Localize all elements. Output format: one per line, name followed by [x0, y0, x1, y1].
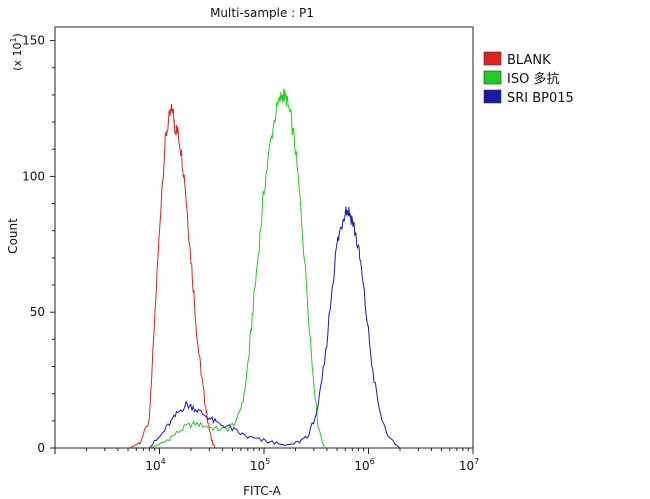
- y-axis-label-group: Count: [6, 218, 20, 254]
- legend-swatch: [483, 70, 502, 85]
- series-line-2: [149, 206, 401, 449]
- y-tick-label: 50: [30, 305, 45, 319]
- legend-swatch: [483, 51, 502, 66]
- y-axis-label: Count: [6, 218, 20, 254]
- y-tick-label: 150: [22, 34, 45, 48]
- y-scale-note: (x 101): [9, 33, 24, 71]
- y-tick-label: 0: [37, 441, 45, 455]
- series-lines: [129, 88, 401, 449]
- legend-swatch: [483, 89, 502, 104]
- y-scale-suffix: ): [11, 33, 24, 37]
- legend: BLANK ISO 多抗 SRI BP015: [483, 51, 574, 106]
- series-line-1: [149, 88, 326, 449]
- legend-label: BLANK: [507, 53, 551, 68]
- x-axis-label: FITC-A: [243, 484, 282, 498]
- y-tick-label: 100: [22, 169, 45, 183]
- x-tick-label: 105: [250, 457, 270, 473]
- x-tick-label: 104: [145, 457, 165, 473]
- series-line-0: [129, 104, 216, 449]
- x-tick-label: 107: [459, 457, 479, 473]
- plot-frame: [54, 26, 474, 449]
- y-scale-exponent: 1: [9, 37, 18, 42]
- svg-text:(x 101): (x 101): [9, 33, 24, 71]
- chart-title: Multi-sample : P1: [210, 6, 314, 20]
- legend-label: ISO 多抗: [507, 71, 559, 87]
- legend-label: SRI BP015: [507, 91, 574, 106]
- y-ticks: 0 50 100 150: [22, 34, 55, 455]
- y-scale-prefix: (x 10: [11, 43, 24, 71]
- x-tick-label: 106: [354, 457, 374, 473]
- x-ticks: 104 105 106 107: [54, 448, 479, 473]
